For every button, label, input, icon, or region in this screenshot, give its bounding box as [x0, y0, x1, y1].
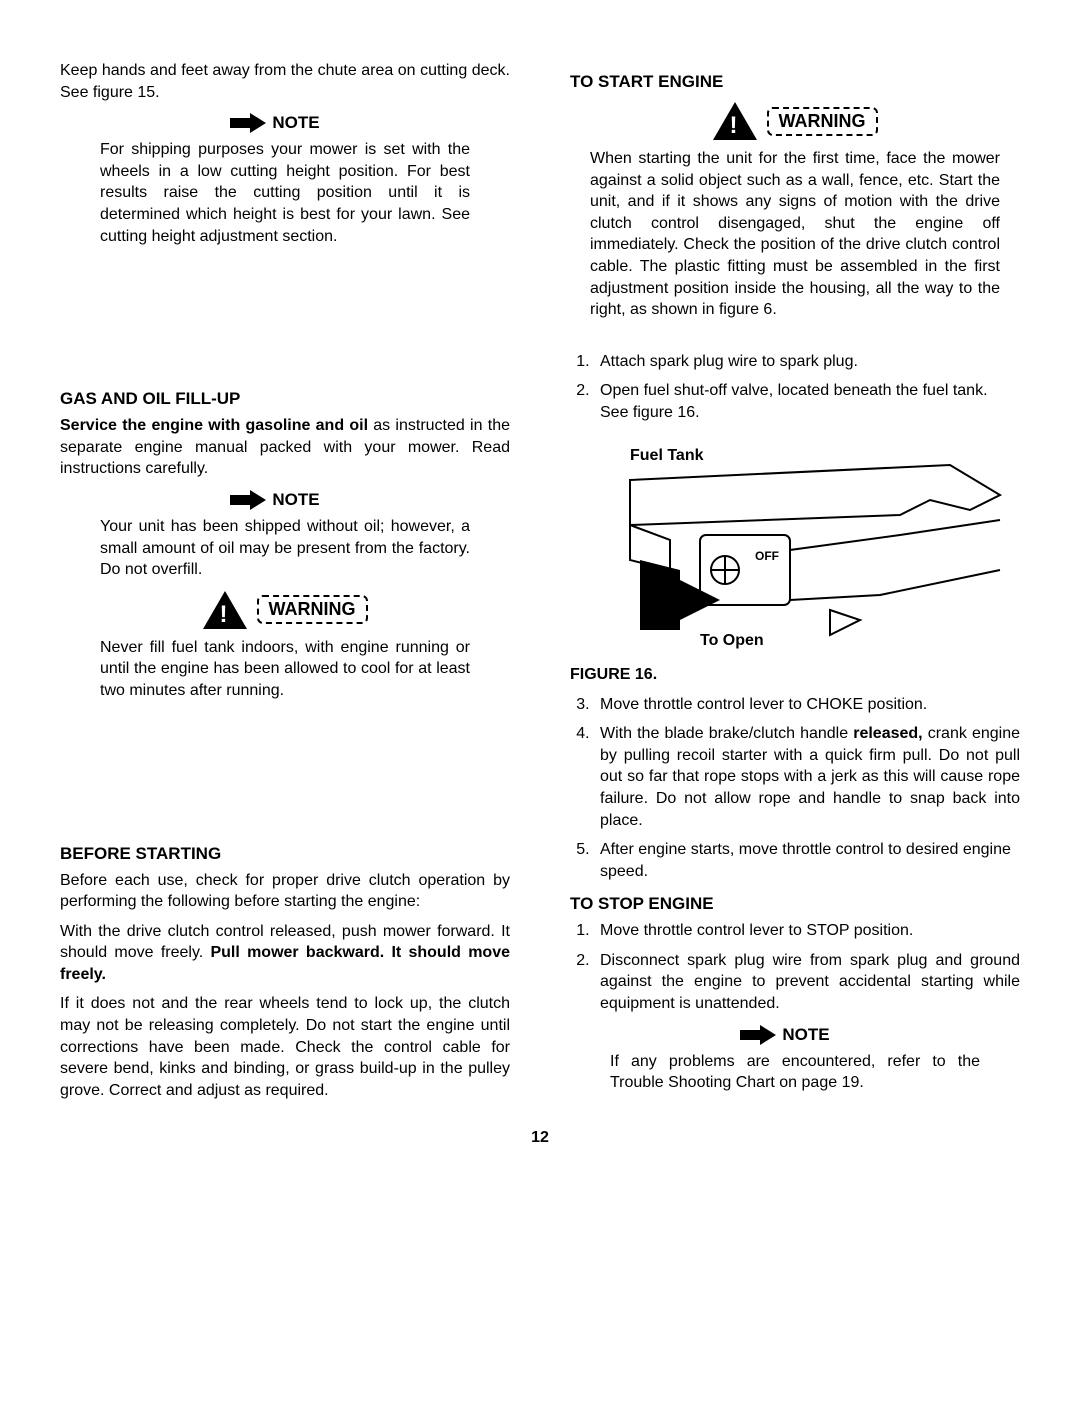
start-steps-1-2: Attach spark plug wire to spark plug. Op… — [570, 351, 1020, 424]
gas-oil-lead: Service the engine with gasoline and oil — [60, 417, 368, 434]
svg-text:OFF: OFF — [755, 549, 779, 563]
right-column: TO START ENGINE WARNING When starting th… — [560, 60, 1020, 1109]
figure-16-caption: FIGURE 16. — [570, 666, 1020, 684]
note-troubleshoot: NOTE If any problems are encountered, re… — [610, 1025, 980, 1094]
before-starting-heading: BEFORE STARTING — [60, 844, 510, 864]
note-oil: NOTE Your unit has been shipped without … — [100, 490, 470, 581]
step-1: Attach spark plug wire to spark plug. — [594, 351, 1020, 373]
warning-triangle-icon — [713, 102, 757, 140]
stop-step-2: Disconnect spark plug wire from spark pl… — [594, 950, 1020, 1015]
warning-fuel-body: Never fill fuel tank indoors, with engin… — [100, 637, 470, 702]
start-engine-heading: TO START ENGINE — [570, 72, 1020, 92]
step-4-bold: released, — [853, 725, 922, 742]
start-steps-3-5: Move throttle control lever to CHOKE pos… — [570, 694, 1020, 883]
warning-start-body: When starting the unit for the first tim… — [590, 148, 1000, 321]
spacer — [60, 257, 510, 377]
note-header-2: NOTE — [100, 490, 470, 510]
intro-text: Keep hands and feet away from the chute … — [60, 60, 510, 103]
arrow-right-icon — [760, 1025, 776, 1045]
spacer — [60, 712, 510, 832]
left-column: Keep hands and feet away from the chute … — [60, 60, 520, 1109]
gas-oil-heading: GAS AND OIL FILL-UP — [60, 389, 510, 409]
arrow-right-icon — [250, 490, 266, 510]
note-header: NOTE — [100, 113, 470, 133]
note-ts-header: NOTE — [610, 1025, 980, 1045]
note-ts-body: If any problems are encountered, refer t… — [610, 1051, 980, 1094]
spacer — [570, 331, 1020, 351]
note-body: For shipping purposes your mower is set … — [100, 139, 470, 247]
warning-start-label: WARNING — [767, 107, 878, 136]
step-5: After engine starts, move throttle contr… — [594, 839, 1020, 882]
figure-16: Fuel Tank OFF To Open FIGURE 16. — [570, 440, 1020, 684]
note-label-2: NOTE — [272, 490, 319, 510]
before-p3: If it does not and the rear wheels tend … — [60, 993, 510, 1101]
stop-engine-heading: TO STOP ENGINE — [570, 894, 1020, 914]
step-4: With the blade brake/clutch handle relea… — [594, 723, 1020, 831]
warning-start-header: WARNING — [590, 102, 1000, 140]
figure-16-svg: Fuel Tank OFF To Open — [570, 440, 1010, 660]
before-p1: Before each use, check for proper drive … — [60, 870, 510, 913]
step-2: Open fuel shut-off valve, located beneat… — [594, 380, 1020, 423]
warning-label: WARNING — [257, 595, 368, 624]
before-p2: With the drive clutch control released, … — [60, 921, 510, 986]
note-label: NOTE — [272, 113, 319, 133]
note-ts-label: NOTE — [782, 1025, 829, 1045]
stop-steps: Move throttle control lever to STOP posi… — [570, 920, 1020, 1014]
stop-step-1: Move throttle control lever to STOP posi… — [594, 920, 1020, 942]
warning-triangle-icon — [203, 591, 247, 629]
warning-fuel: WARNING Never fill fuel tank indoors, wi… — [100, 591, 470, 702]
arrow-right-icon — [250, 113, 266, 133]
warning-start: WARNING When starting the unit for the f… — [590, 102, 1000, 321]
to-open-label: To Open — [700, 632, 764, 649]
gas-oil-body: Service the engine with gasoline and oil… — [60, 415, 510, 480]
fuel-tank-label: Fuel Tank — [630, 447, 704, 464]
step-3: Move throttle control lever to CHOKE pos… — [594, 694, 1020, 716]
page-number: 12 — [60, 1129, 1020, 1147]
note-shipping: NOTE For shipping purposes your mower is… — [100, 113, 470, 247]
page-columns: Keep hands and feet away from the chute … — [60, 60, 1020, 1109]
warning-header: WARNING — [100, 591, 470, 629]
note-oil-body: Your unit has been shipped without oil; … — [100, 516, 470, 581]
